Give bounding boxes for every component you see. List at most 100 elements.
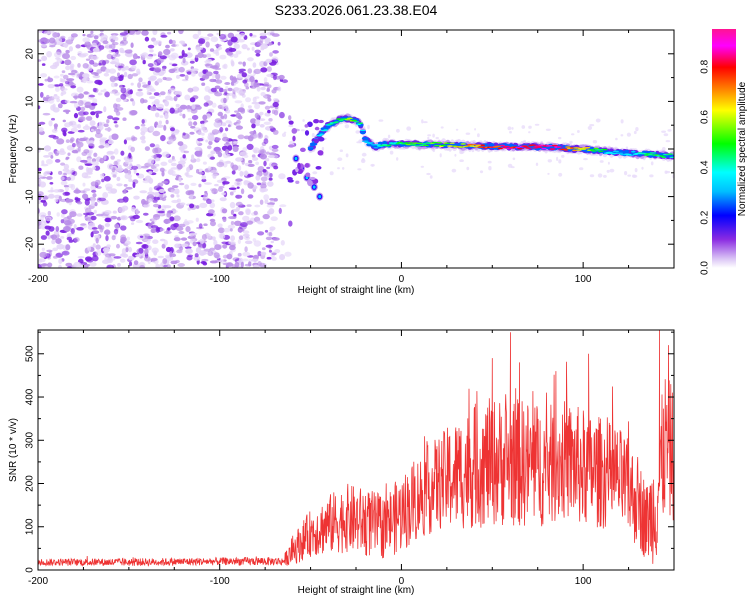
noise-speckle [253,254,260,259]
noise-speckle [215,51,220,56]
noise-speckle [609,168,615,173]
spectrogram-xlabel: Height of straight line (km) [298,285,415,296]
noise-speckle [206,233,212,239]
noise-speckle [128,178,133,183]
noise-speckle [43,155,51,158]
noise-speckle [92,47,100,53]
scatter-blob [315,166,322,170]
noise-speckle [222,181,230,185]
noise-speckle [207,166,212,171]
noise-speckle [587,125,593,130]
noise-speckle [208,209,215,214]
noise-speckle [176,94,181,98]
scatter-blob [304,163,310,168]
noise-speckle [95,128,101,135]
noise-speckle [167,139,174,144]
noise-speckle [95,249,102,257]
noise-speckle [229,228,233,232]
y-tick-label: 20 [25,48,36,60]
noise-speckle [128,256,135,261]
noise-speckle [237,165,242,172]
noise-speckle [172,185,179,189]
noise-speckle [62,119,66,123]
noise-speckle [188,190,195,195]
noise-speckle [251,258,259,262]
noise-speckle [235,157,243,162]
noise-speckle [131,206,136,212]
noise-speckle [88,66,93,71]
noise-speckle [202,74,210,80]
noise-speckle [240,188,245,195]
noise-speckle [118,206,126,213]
noise-speckle [178,30,184,35]
noise-speckle [60,180,68,186]
noise-speckle [148,125,155,132]
noise-speckle [64,122,71,128]
noise-speckle [227,144,233,151]
noise-speckle [254,96,260,99]
noise-speckle [91,72,98,75]
noise-speckle [396,128,400,133]
noise-speckle [78,111,86,116]
ridge-mark [416,142,423,145]
noise-speckle [107,191,114,194]
noise-speckle [150,257,158,262]
noise-speckle [153,154,157,159]
noise-speckle [108,68,117,74]
snr-xlabel: Height of straight line (km) [298,585,415,596]
noise-speckle [184,74,189,81]
noise-speckle [173,210,178,213]
noise-speckle [82,33,86,37]
noise-speckle [73,101,79,109]
noise-speckle [214,183,219,187]
noise-speckle [110,33,119,36]
noise-speckle [120,39,128,45]
noise-speckle [135,208,139,215]
x-tick-label: 0 [399,576,405,587]
noise-speckle [427,134,432,137]
noise-speckle [164,113,169,120]
noise-speckle [155,144,160,149]
noise-speckle [91,42,97,48]
noise-speckle [51,95,60,100]
noise-speckle [183,150,190,154]
noise-speckle [321,146,325,151]
noise-speckle [98,125,104,131]
noise-speckle [209,218,216,222]
y-tick-label: 400 [25,388,36,405]
noise-speckle [132,53,138,60]
noise-speckle [471,149,475,153]
noise-speckle [547,172,550,175]
noise-speckle [256,182,262,186]
noise-speckle [545,128,551,131]
noise-speckle [57,103,63,109]
spectrogram-ylabel: Frequency (Hz) [8,115,19,184]
noise-speckle [119,84,123,89]
noise-speckle [130,42,134,48]
noise-speckle [244,263,252,267]
noise-speckle [84,41,91,48]
noise-speckle [106,150,114,156]
noise-speckle [104,143,110,148]
noise-speckle [198,38,206,45]
noise-speckle [241,258,249,262]
noise-speckle [58,195,62,201]
noise-speckle [163,124,167,131]
noise-speckle [238,211,244,216]
noise-speckle [122,189,126,194]
noise-speckle [135,219,144,224]
noise-speckle [624,171,628,176]
noise-speckle [104,210,112,215]
noise-speckle [235,201,243,207]
noise-speckle [356,141,361,144]
noise-speckle [204,182,212,185]
noise-speckle [181,49,185,57]
ridge-mark [669,156,674,159]
noise-speckle [82,73,90,79]
noise-speckle [256,220,264,224]
noise-speckle [115,103,121,108]
noise-speckle [167,227,171,231]
noise-speckle [172,191,179,194]
noise-speckle [170,52,179,59]
noise-speckle [149,96,156,100]
